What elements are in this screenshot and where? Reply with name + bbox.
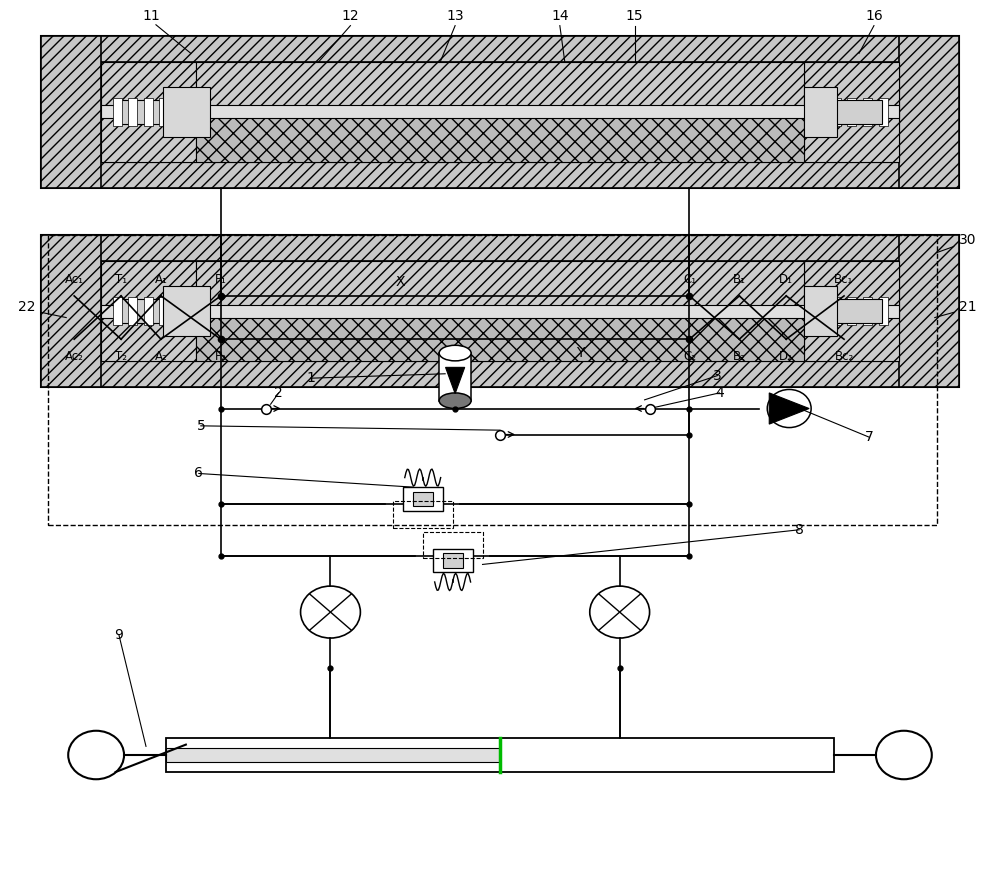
Text: X: X [396,275,405,289]
Bar [159,297,168,325]
Text: D₁: D₁ [779,273,793,286]
Bar [820,100,882,123]
Text: Bc₁: Bc₁ [834,273,854,286]
Bar [113,297,122,325]
Bar [879,98,888,126]
Text: 14: 14 [551,10,569,23]
Text: C₂: C₂ [683,349,696,362]
Bar [804,262,899,361]
Bar [403,488,443,511]
Polygon shape [446,368,465,394]
Bar [128,297,137,325]
Text: T₂: T₂ [115,349,127,362]
Bar [196,311,804,361]
Bar [41,36,959,62]
Bar [101,262,899,361]
Text: 6: 6 [194,467,203,481]
Bar [163,87,210,136]
Bar [433,548,473,573]
Text: Bc₂: Bc₂ [834,349,854,362]
Bar [196,262,804,311]
Text: 8: 8 [795,523,804,537]
Text: 16: 16 [865,10,883,23]
Text: 2: 2 [274,386,283,400]
Bar [196,62,804,112]
Text: 5: 5 [196,419,205,433]
Bar [443,554,463,567]
Bar [101,262,196,361]
Bar [117,100,179,123]
Bar [41,235,959,262]
Bar [863,98,872,126]
Bar [879,297,888,325]
Text: 3: 3 [713,368,722,382]
Bar [847,98,856,126]
Ellipse shape [439,345,471,361]
Bar [48,235,937,526]
Bar [832,297,841,325]
Text: 4: 4 [715,386,724,400]
Text: 1: 1 [306,371,315,385]
Bar [113,98,122,126]
Bar [128,98,137,126]
Bar [804,286,837,336]
Bar [41,36,101,188]
Bar [423,532,483,558]
Polygon shape [769,393,809,424]
Text: 7: 7 [865,430,873,444]
Bar [832,98,841,126]
Bar [413,492,433,506]
Bar [393,501,453,527]
Text: Ac₁: Ac₁ [65,273,84,286]
Bar [41,162,959,188]
Text: B₂: B₂ [733,349,746,362]
Bar [196,112,804,162]
Text: B₁: B₁ [733,273,746,286]
Bar [847,297,856,325]
Text: P₂: P₂ [215,349,227,362]
Text: T₁: T₁ [115,273,127,286]
Text: 21: 21 [959,301,976,315]
Bar [144,98,153,126]
Bar [101,62,196,162]
Text: 12: 12 [342,10,359,23]
Text: Ac₂: Ac₂ [65,349,84,362]
Bar [804,87,837,136]
Text: D₂: D₂ [779,349,793,362]
Bar [101,105,899,118]
Bar [41,235,101,387]
Bar [899,235,959,387]
Bar [863,297,872,325]
Text: 11: 11 [142,10,160,23]
Text: P₁: P₁ [215,273,227,286]
Text: 13: 13 [446,10,464,23]
Bar [166,738,834,773]
Text: 30: 30 [959,233,976,247]
Bar [144,297,153,325]
Text: 9: 9 [115,628,123,642]
Bar [159,98,168,126]
Bar [820,299,882,323]
Bar [41,36,959,188]
Text: A₂: A₂ [155,349,167,362]
Bar [166,748,500,762]
Bar [117,299,179,323]
Bar [899,36,959,188]
Text: Y: Y [576,346,584,360]
Text: 15: 15 [626,10,643,23]
Bar [101,62,899,162]
Ellipse shape [439,393,471,408]
Bar [101,304,899,317]
Bar [41,235,959,387]
Bar [439,353,471,401]
Bar [41,361,959,387]
Bar [804,62,899,162]
Text: C₁: C₁ [683,273,696,286]
Bar [163,286,210,336]
Text: 22: 22 [18,301,35,315]
Text: A₁: A₁ [155,273,167,286]
